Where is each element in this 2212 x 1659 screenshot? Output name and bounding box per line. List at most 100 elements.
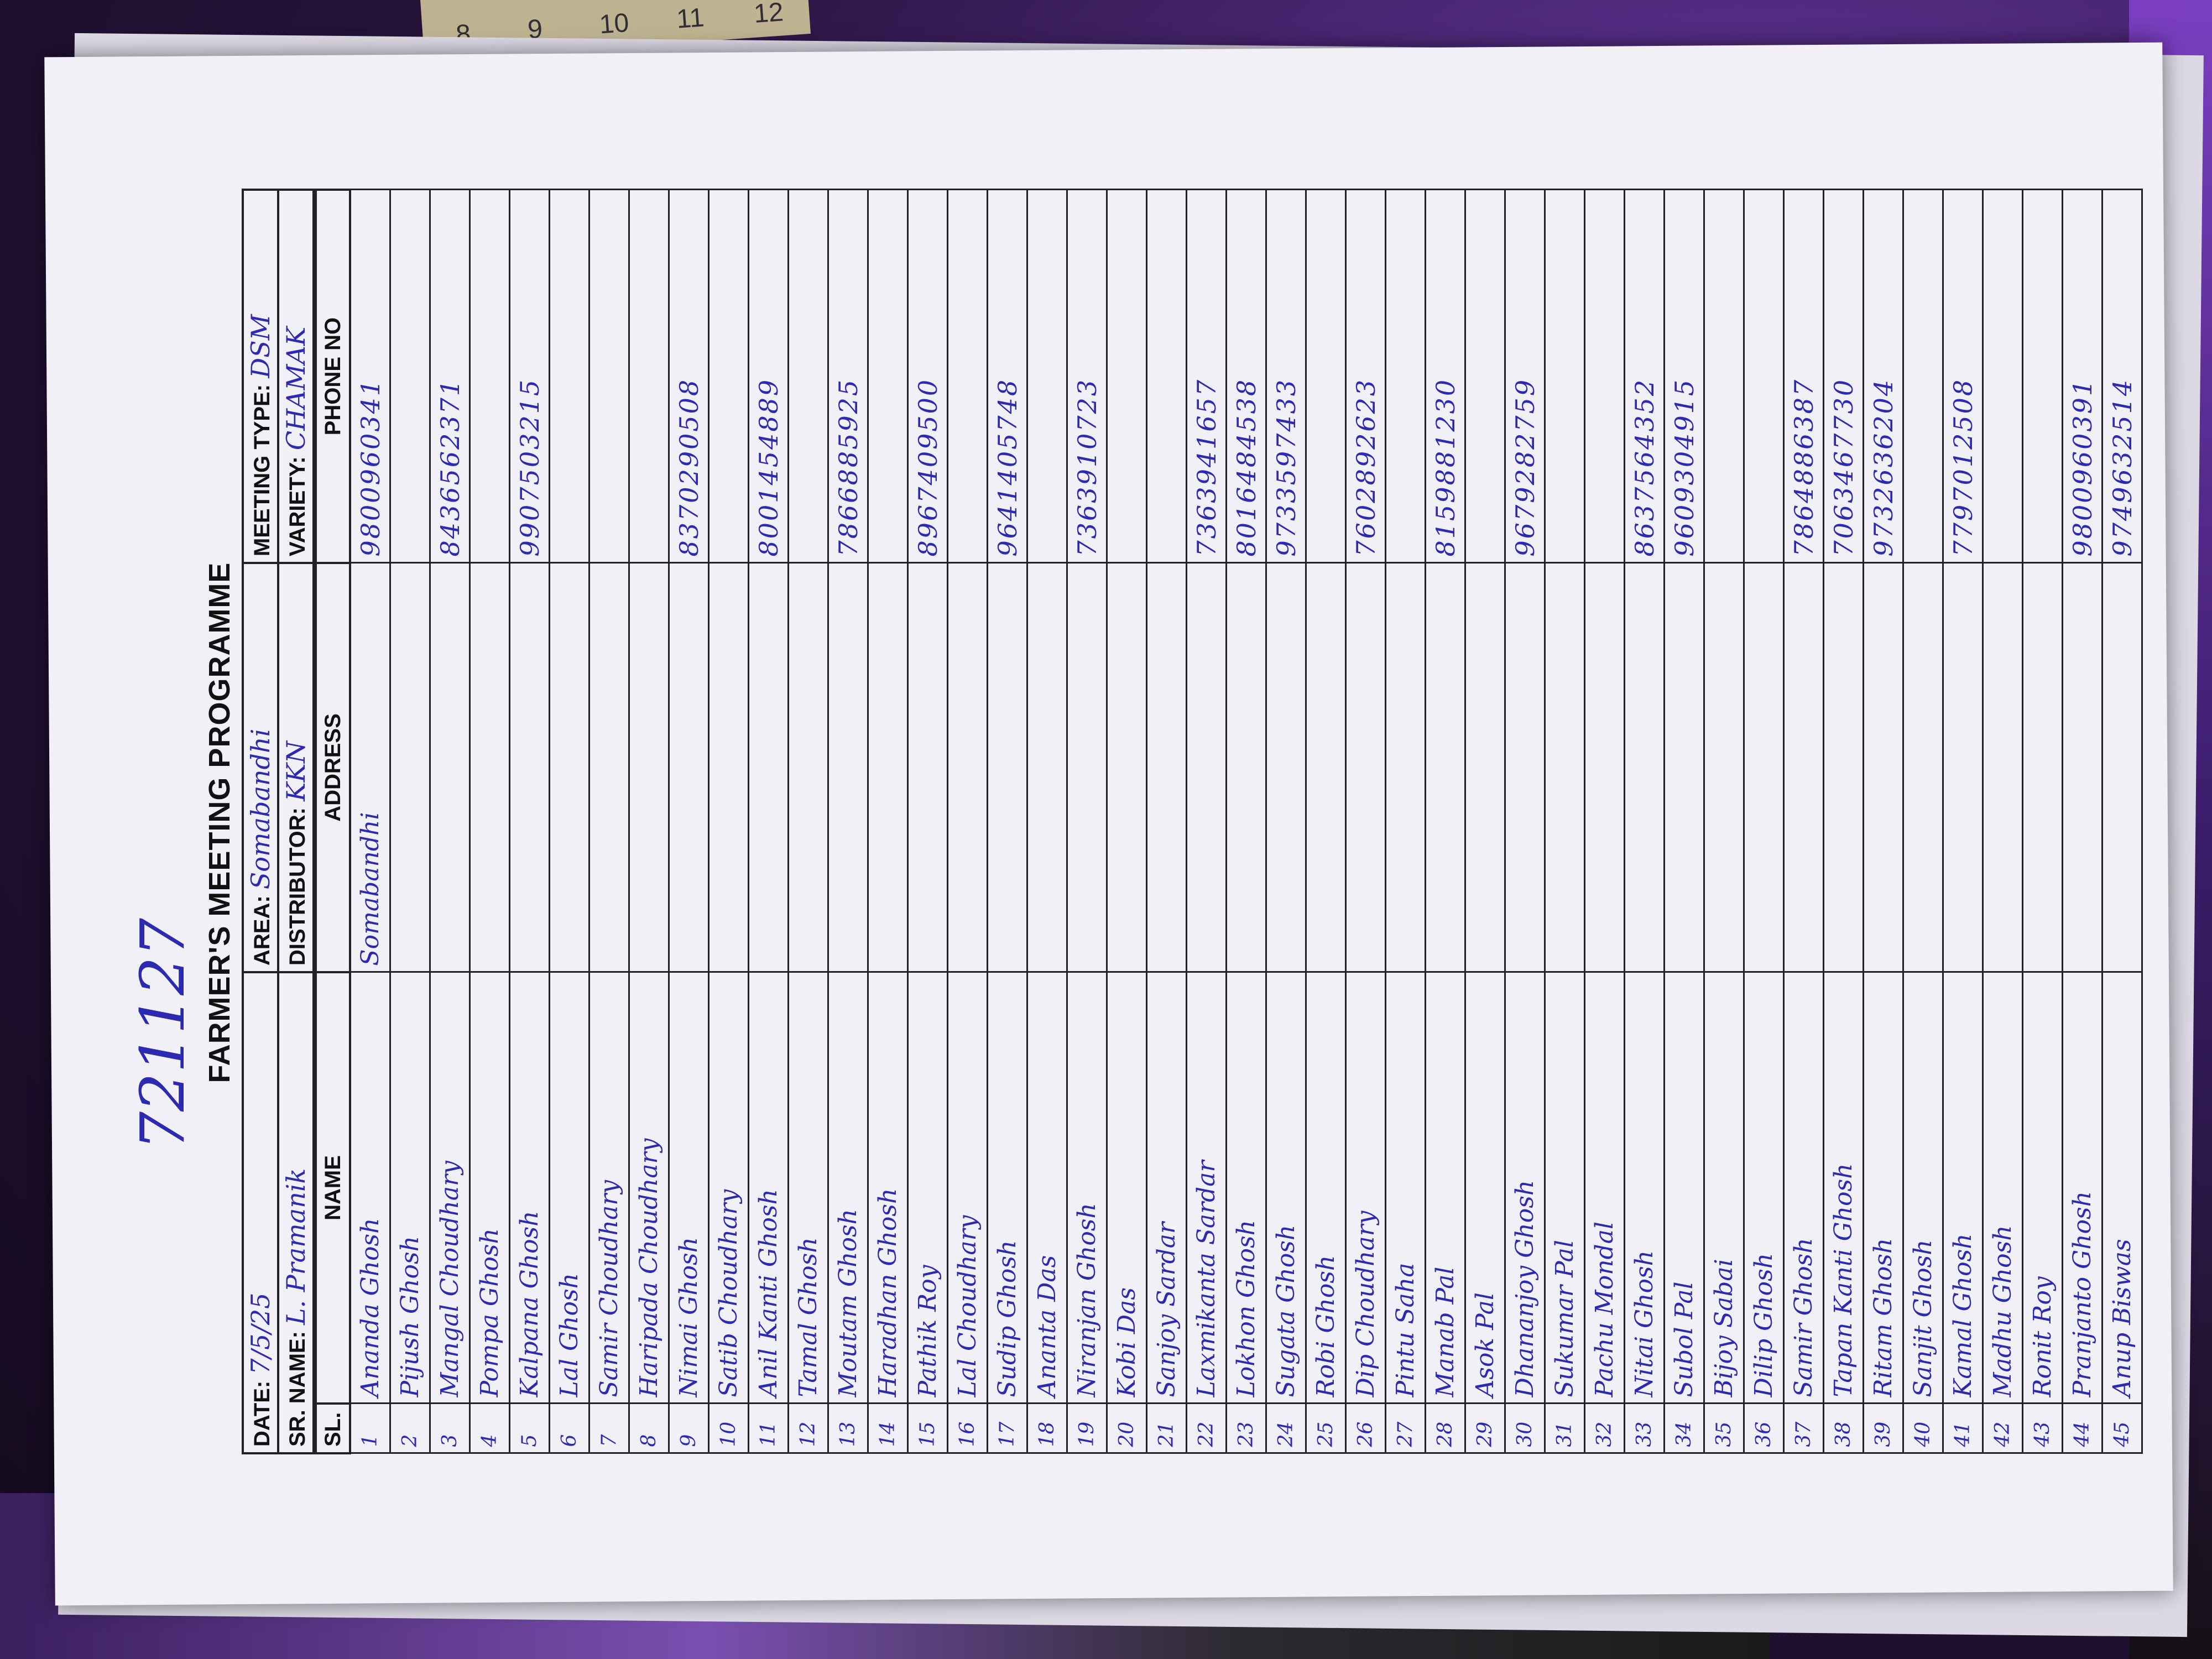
address-cell xyxy=(509,563,550,972)
table-row: 41 Kamal Ghosh 7797012508 xyxy=(1943,190,1983,1453)
phone-cell xyxy=(1385,190,1426,563)
phone-cell: 7602892623 xyxy=(1345,190,1386,563)
table-row: 26 Dip Choudhary 7602892623 xyxy=(1345,190,1386,1453)
table-row: 27 Pintu Saha xyxy=(1385,190,1426,1453)
address-cell xyxy=(1505,563,1545,972)
address-cell xyxy=(589,563,629,972)
phone-cell xyxy=(549,190,589,563)
address-cell xyxy=(947,563,988,972)
table-row: 18 Ananta Das xyxy=(1027,190,1067,1453)
phone-cell: 9800960341 xyxy=(350,190,390,563)
table-row: 42 Madhu Ghosh xyxy=(1983,190,2023,1453)
phone-cell: 7866885925 xyxy=(828,190,868,563)
address-cell xyxy=(1345,563,1386,972)
table-row: 17 Sudip Ghosh 9641405748 xyxy=(987,190,1027,1453)
address-cell xyxy=(1067,563,1107,972)
name-cell: Asok Pal xyxy=(1465,972,1505,1404)
table-row: 34 Subol Pal 9609304915 xyxy=(1664,190,1704,1453)
sl-cell: 4 xyxy=(469,1404,510,1453)
phone-cell: 8436562371 xyxy=(430,190,470,563)
address-cell xyxy=(907,563,948,972)
table-row: 7 Samir Choudhary xyxy=(589,190,629,1453)
phone-cell: 7864886387 xyxy=(1783,190,1824,563)
handwritten-note: 721127 xyxy=(127,918,198,1150)
address-cell xyxy=(1107,563,1147,972)
phone-cell xyxy=(1306,190,1346,563)
name-cell: Dip Choudhary xyxy=(1345,972,1386,1404)
address-cell xyxy=(1903,563,1943,972)
phone-cell: 8001454889 xyxy=(748,190,789,563)
name-cell: Kamal Ghosh xyxy=(1943,972,1983,1404)
table-row: 21 Sanjoy Sardar xyxy=(1146,190,1187,1453)
name-cell: Mangal Choudhary xyxy=(430,972,470,1404)
phone-cell xyxy=(1903,190,1943,563)
form-header-fields: DATE: 7/5/25 AREA: Somabandhi MEETING TY… xyxy=(242,189,315,1454)
table-row: 37 Samir Ghosh 7864886387 xyxy=(1783,190,1824,1453)
phone-cell: 8016484538 xyxy=(1226,190,1266,563)
name-cell: Bijoy Sabai xyxy=(1704,972,1744,1404)
phone-cell: 9733597433 xyxy=(1266,190,1306,563)
table-row: 29 Asok Pal xyxy=(1465,190,1505,1453)
sl-cell: 9 xyxy=(669,1404,709,1453)
sr-name-field: SR. NAME: L. Pramanik xyxy=(278,972,314,1453)
name-cell: Sanjit Ghosh xyxy=(1903,972,1943,1404)
sl-cell: 41 xyxy=(1943,1404,1983,1453)
table-row: 4 Pompa Ghosh xyxy=(469,190,510,1453)
name-cell: Tamal Ghosh xyxy=(788,972,828,1404)
address-cell xyxy=(1186,563,1227,972)
name-cell: Pranjanto Ghosh xyxy=(2062,972,2103,1404)
sl-cell: 35 xyxy=(1704,1404,1744,1453)
column-header-sl-no: SL. NO. xyxy=(316,1404,350,1453)
address-cell xyxy=(629,563,669,972)
phone-cell xyxy=(1146,190,1187,563)
sl-cell: 18 xyxy=(1027,1404,1067,1453)
ruler-number: 10 xyxy=(598,8,630,40)
name-cell: Tapan Kanti Ghosh xyxy=(1823,972,1864,1404)
sl-cell: 38 xyxy=(1823,1404,1864,1453)
table-row: 25 Robi Ghosh xyxy=(1306,190,1346,1453)
table-row: 15 Pathik Roy 8967409500 xyxy=(907,190,948,1453)
sr-name-label: SR. NAME: xyxy=(285,1331,310,1447)
phone-cell xyxy=(788,190,828,563)
name-cell: Ananta Das xyxy=(1027,972,1067,1404)
variety-value: CHAMAK xyxy=(281,326,311,451)
phone-cell xyxy=(1545,190,1585,563)
name-cell: Sukumar Pal xyxy=(1545,972,1585,1404)
phone-cell xyxy=(1744,190,1784,563)
address-cell xyxy=(1226,563,1266,972)
phone-cell: 9907503215 xyxy=(509,190,550,563)
sl-cell: 17 xyxy=(987,1404,1027,1453)
sl-cell: 10 xyxy=(708,1404,749,1453)
table-row: 12 Tamal Ghosh xyxy=(788,190,828,1453)
address-cell xyxy=(708,563,749,972)
table-row: 20 Kobi Das xyxy=(1107,190,1147,1453)
address-cell xyxy=(1704,563,1744,972)
sl-cell: 25 xyxy=(1306,1404,1346,1453)
area-label: AREA: xyxy=(250,895,274,966)
ruler-number: 12 xyxy=(753,0,785,29)
sl-cell: 13 xyxy=(828,1404,868,1453)
sl-cell: 33 xyxy=(1624,1404,1665,1453)
phone-cell xyxy=(2022,190,2063,563)
sl-cell: 37 xyxy=(1783,1404,1824,1453)
address-cell xyxy=(2102,563,2142,972)
table-row: 31 Sukumar Pal xyxy=(1545,190,1585,1453)
name-cell: Samir Ghosh xyxy=(1783,972,1824,1404)
name-cell: Pintu Saha xyxy=(1385,972,1426,1404)
address-cell xyxy=(1664,563,1704,972)
name-cell: Subol Pal xyxy=(1664,972,1704,1404)
address-cell xyxy=(1823,563,1864,972)
phone-cell xyxy=(868,190,908,563)
name-cell: Nitai Ghosh xyxy=(1624,972,1665,1404)
address-cell xyxy=(390,563,430,972)
name-cell: Sugata Ghosh xyxy=(1266,972,1306,1404)
name-cell: Dhananjoy Ghosh xyxy=(1505,972,1545,1404)
address-cell xyxy=(987,563,1027,972)
name-cell: Kalpana Ghosh xyxy=(509,972,550,1404)
phone-cell: 9609304915 xyxy=(1664,190,1704,563)
name-cell: Anil Kanti Ghosh xyxy=(748,972,789,1404)
address-cell xyxy=(828,563,868,972)
sl-cell: 22 xyxy=(1186,1404,1227,1453)
phone-cell: 8967409500 xyxy=(907,190,948,563)
table-row: 30 Dhananjoy Ghosh 9679282759 xyxy=(1505,190,1545,1453)
